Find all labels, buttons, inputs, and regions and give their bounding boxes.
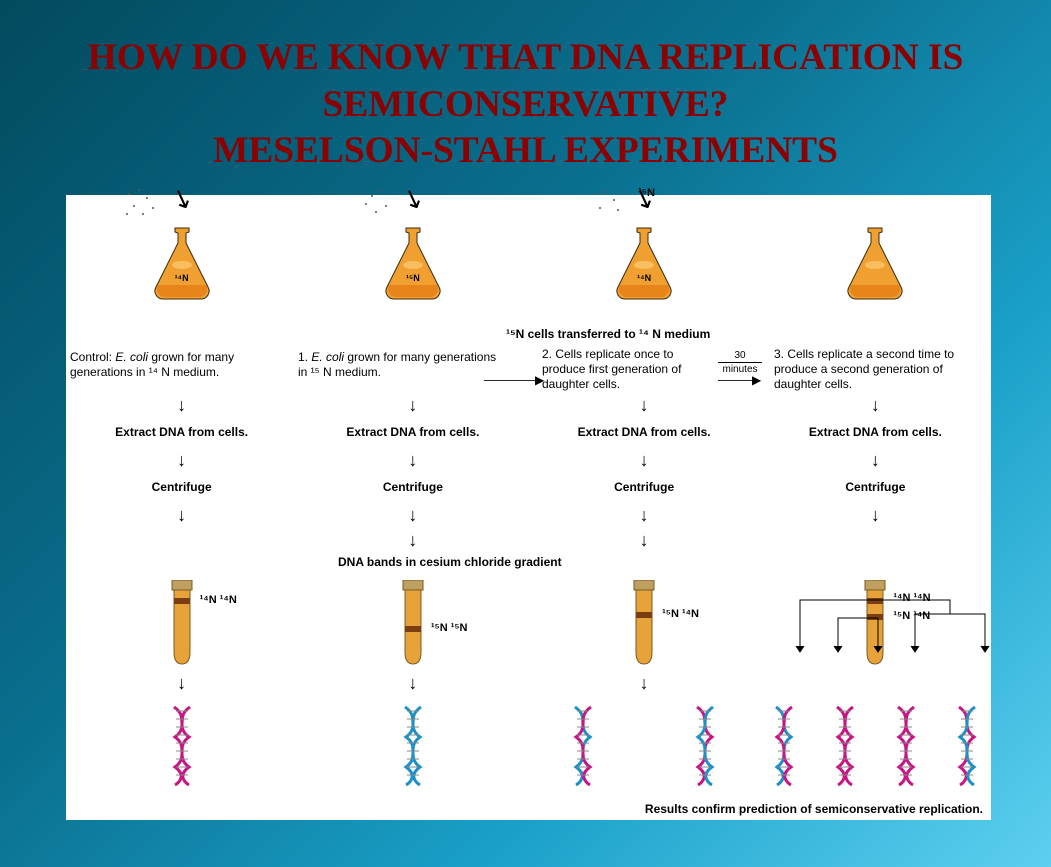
input-arrow-icon: ↘	[397, 180, 428, 217]
caption-text: 2. Cells replicate once to produce first…	[542, 347, 681, 391]
particles-icon	[124, 187, 164, 227]
bands-gradient-label: DNA bands in cesium chloride gradient	[338, 555, 562, 569]
down-arrow-icon: ↓	[297, 450, 528, 471]
page-title-line2: SEMICONSERVATIVE?	[0, 82, 1051, 129]
col-step3	[760, 205, 991, 325]
page-title-line3: MESELSON-STAHL EXPERIMENTS	[0, 128, 1051, 175]
dna-helix-icon	[692, 705, 718, 787]
down-arrow-icon: ↓	[297, 673, 528, 694]
helices-step1	[297, 705, 528, 787]
down-arrow-icon: ↓	[66, 395, 297, 416]
caption-control: Control: E. coli grown for many generati…	[70, 350, 280, 380]
flask-icon: ¹⁵N	[382, 225, 444, 303]
dna-helix-icon	[771, 705, 797, 787]
tube-icon: ¹⁵N ¹⁴N	[632, 580, 656, 666]
centrifuge-label: Centrifuge	[297, 480, 528, 494]
particles-icon	[355, 187, 395, 227]
centrifuge-label: Centrifuge	[529, 480, 760, 494]
down-arrow-icon: ↓	[529, 530, 760, 551]
tube-icon: ¹⁵N ¹⁵N	[401, 580, 425, 666]
bracket-tree	[760, 590, 990, 710]
down-arrow-icon: ↓	[760, 395, 991, 416]
flask-icon: ¹⁴N	[151, 225, 213, 303]
band-label: ¹⁵N ¹⁵N	[431, 622, 468, 634]
tube-icon: ¹⁴N ¹⁴N	[170, 580, 194, 666]
down-arrow-icon: ↓	[66, 673, 297, 694]
dna-helix-icon	[400, 705, 426, 787]
arrow-right-icon: ──────▶	[484, 373, 544, 387]
extract-label: Extract DNA from cells.	[297, 425, 528, 439]
flask-icon	[844, 225, 906, 303]
dna-helix-icon	[832, 705, 858, 787]
col-control: ↘ ¹⁴N	[66, 205, 297, 325]
tube-step2: ¹⁵N ¹⁴N	[529, 580, 760, 666]
down-arrow-icon: ↓	[760, 450, 991, 471]
time-30-min: 30 minutes	[718, 350, 762, 375]
caption-step3: 3. Cells replicate a second time to prod…	[774, 347, 974, 392]
page-title-line1: HOW DO WE KNOW THAT DNA REPLICATION IS	[0, 35, 1051, 82]
centrifuge-label: Centrifuge	[760, 480, 991, 494]
conclusion-text: Results confirm prediction of semiconser…	[645, 802, 983, 816]
flask-label: ¹⁴N	[637, 273, 651, 283]
down-arrow-icon: ↓	[760, 505, 991, 526]
flask-row: ↘ ¹⁴N ↘ ¹⁵N	[66, 205, 991, 325]
flask-top-label: ¹⁵N	[638, 187, 655, 199]
extract-label: Extract DNA from cells.	[760, 425, 991, 439]
down-arrow-icon: ↓	[529, 450, 760, 471]
arrow-right-icon: ────▶	[718, 373, 761, 387]
dna-helix-icon	[954, 705, 980, 787]
input-arrow-icon: ↘	[166, 180, 197, 217]
helices-step2	[529, 705, 760, 787]
helices-control	[66, 705, 297, 787]
flask-label: ¹⁴N	[175, 273, 189, 283]
band-label: ¹⁵N ¹⁴N	[662, 608, 699, 620]
caption-step1: 1. E. coli grown for many generations in…	[298, 350, 508, 380]
extract-label: Extract DNA from cells.	[529, 425, 760, 439]
caption-text: 3. Cells replicate a second time to prod…	[774, 347, 954, 391]
centrifuge-label: Centrifuge	[66, 480, 297, 494]
caption-text: Control: E. coli grown for many generati…	[70, 350, 234, 379]
tube-control: ¹⁴N ¹⁴N	[66, 580, 297, 666]
time-30-top: 30	[718, 350, 762, 361]
down-arrow-icon: ↓	[297, 530, 528, 551]
down-arrow-icon: ↓	[297, 395, 528, 416]
flask-label: ¹⁵N	[406, 273, 420, 283]
down-arrow-icon: ↓	[297, 505, 528, 526]
caption-step2: 2. Cells replicate once to produce first…	[542, 347, 712, 392]
down-arrow-icon: ↓	[66, 450, 297, 471]
dna-helix-icon	[570, 705, 596, 787]
down-arrow-icon: ↓	[529, 673, 760, 694]
transfer-label: ¹⁵N cells transferred to ¹⁴ N medium	[506, 327, 710, 341]
down-arrow-icon: ↓	[529, 505, 760, 526]
particles-icon	[587, 187, 627, 227]
col-step1: ↘ ¹⁵N	[297, 205, 528, 325]
tube-step1: ¹⁵N ¹⁵N	[297, 580, 528, 666]
col-step2: ↘ ¹⁵N ¹⁴N	[529, 205, 760, 325]
dna-helix-icon	[893, 705, 919, 787]
dna-helix-icon	[169, 705, 195, 787]
helices-step3	[760, 705, 991, 787]
down-arrow-icon: ↓	[66, 505, 297, 526]
caption-text: 1. E. coli grown for many generations in…	[298, 350, 496, 379]
band-label: ¹⁴N ¹⁴N	[200, 594, 237, 606]
flask-icon: ¹⁴N	[613, 225, 675, 303]
down-arrow-icon: ↓	[529, 395, 760, 416]
diagram-panel: ↘ ¹⁴N ↘ ¹⁵N	[66, 195, 991, 820]
extract-label: Extract DNA from cells.	[66, 425, 297, 439]
